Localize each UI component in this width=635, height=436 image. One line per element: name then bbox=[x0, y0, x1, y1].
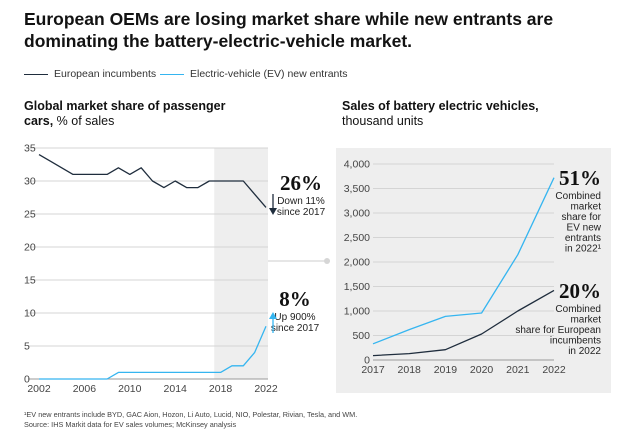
ev-sales-note-0: Combined bbox=[555, 191, 601, 202]
ev-share-value: 8% bbox=[279, 287, 311, 311]
ev-sales-value: 51% bbox=[559, 166, 601, 190]
ev-sales-note-5: in 2022¹ bbox=[565, 244, 602, 255]
incumbent-sales-value: 20% bbox=[559, 279, 601, 303]
left-chart-series bbox=[38, 154, 267, 380]
left-chart-line-european-incumbents bbox=[38, 154, 267, 208]
left-chart-title-bold: Global market share of passenger cars, bbox=[24, 99, 226, 128]
right-chart-y-tick-2-500: 2,500 bbox=[344, 232, 370, 244]
right-chart-y-tick-0: 0 bbox=[364, 355, 370, 367]
ev-sales-note-1: market bbox=[570, 202, 601, 213]
left-chart-line-electric-vehicle-ev-new-entrants bbox=[39, 325, 267, 380]
right-chart-line-electric-vehicle-ev-new-entrants bbox=[372, 177, 555, 345]
left-chart-grid: 0 5 10 15 20 25 30 35 2002 2006 2010 2014 2018 2022 bbox=[24, 143, 278, 396]
left-chart-y-tick-25: 25 bbox=[24, 209, 36, 221]
down-arrow-head bbox=[269, 208, 277, 215]
right-chart-grid: 0 500 1,000 1,500 2,000 2,500 3,000 3,500 4,000 2… bbox=[344, 159, 566, 377]
incumbent-sales-note-0: Combined bbox=[555, 304, 601, 315]
left-chart-y-tick-35: 35 bbox=[24, 143, 36, 155]
left-chart-x-tick-2022: 2022 bbox=[254, 383, 278, 395]
connector-dot bbox=[324, 258, 330, 264]
incumbent-share-value: 26% bbox=[280, 171, 322, 195]
footnote: ¹EV new entrants include BYD, GAC Aion, … bbox=[24, 410, 357, 429]
right-chart-y-tick-4-000: 4,000 bbox=[344, 159, 370, 171]
right-chart-y-tick-3-000: 3,000 bbox=[344, 208, 370, 220]
right-chart-title-rest: thousand units bbox=[342, 114, 424, 128]
footnote-source: Source: IHS Markit data for EV sales vol… bbox=[24, 419, 237, 429]
left-chart-x-tick-2010: 2010 bbox=[118, 383, 142, 395]
right-chart-x-tick-2021: 2021 bbox=[506, 364, 530, 376]
footnote-entrants: ¹EV new entrants include BYD, GAC Aion, … bbox=[24, 410, 358, 419]
right-chart-line-european-incumbents bbox=[372, 289, 555, 357]
left-chart-x-tick-2018: 2018 bbox=[209, 383, 233, 395]
right-chart-x-tick-2020: 2020 bbox=[470, 364, 494, 376]
legend-swatch-new-entrants bbox=[160, 74, 184, 75]
ev-share-note-0: Up 900% bbox=[274, 312, 315, 323]
up-arrow-head bbox=[269, 312, 277, 319]
incumbent-sales-note-4: in 2022 bbox=[568, 346, 601, 357]
right-chart-y-tick-2-000: 2,000 bbox=[344, 257, 370, 269]
incumbent-sales-note-2: share for European bbox=[515, 325, 601, 336]
legend-swatch-incumbents bbox=[24, 74, 48, 75]
left-chart-x-tick-2002: 2002 bbox=[27, 383, 51, 395]
ev-sales-note-2: share for bbox=[562, 212, 602, 223]
left-chart-y-tick-0: 0 bbox=[24, 374, 30, 386]
ev-share-note-1: since 2017 bbox=[271, 323, 320, 334]
right-chart-x-tick-2018: 2018 bbox=[398, 364, 422, 376]
incumbent-sales-note-1: market bbox=[570, 315, 601, 326]
right-chart-x-tick-2019: 2019 bbox=[434, 364, 458, 376]
right-chart-title: Sales of battery electric vehicles, thou… bbox=[342, 99, 542, 129]
left-highlight-band bbox=[214, 148, 268, 379]
incumbent-share-note-1: since 2017 bbox=[277, 207, 326, 218]
incumbent-sales-note-3: incumbents bbox=[550, 336, 601, 347]
right-chart-y-tick-500: 500 bbox=[352, 330, 370, 342]
right-chart-y-tick-1-500: 1,500 bbox=[344, 281, 370, 293]
incumbent-share-note-0: Down 11% bbox=[277, 196, 325, 207]
left-chart-y-tick-20: 20 bbox=[24, 242, 36, 254]
legend-label-new-entrants: Electric-vehicle (EV) new entrants bbox=[190, 68, 348, 80]
headline: European OEMs are losing market share wh… bbox=[24, 9, 554, 51]
right-chart-title-bold: Sales of battery electric vehicles, bbox=[342, 99, 539, 113]
left-chart-y-tick-10: 10 bbox=[24, 308, 36, 320]
left-chart-y-tick-5: 5 bbox=[24, 341, 30, 353]
left-chart-x-tick-2006: 2006 bbox=[73, 383, 97, 395]
right-chart-series bbox=[372, 177, 555, 357]
left-chart-title: Global market share of passenger cars, %… bbox=[24, 99, 234, 129]
right-chart-y-tick-3-500: 3,500 bbox=[344, 183, 370, 195]
left-chart-y-tick-30: 30 bbox=[24, 176, 36, 188]
left-chart-y-tick-15: 15 bbox=[24, 275, 36, 287]
ev-sales-note-4: entrants bbox=[565, 233, 601, 244]
right-chart-x-tick-2022: 2022 bbox=[542, 364, 566, 376]
left-chart-title-rest: % of sales bbox=[53, 114, 115, 128]
right-chart-y-tick-1-000: 1,000 bbox=[344, 306, 370, 318]
ev-sales-note-3: EV new bbox=[567, 223, 602, 234]
legend-label-incumbents: European incumbents bbox=[54, 68, 157, 80]
left-chart-x-tick-2014: 2014 bbox=[164, 383, 188, 395]
right-chart-x-tick-2017: 2017 bbox=[361, 364, 385, 376]
